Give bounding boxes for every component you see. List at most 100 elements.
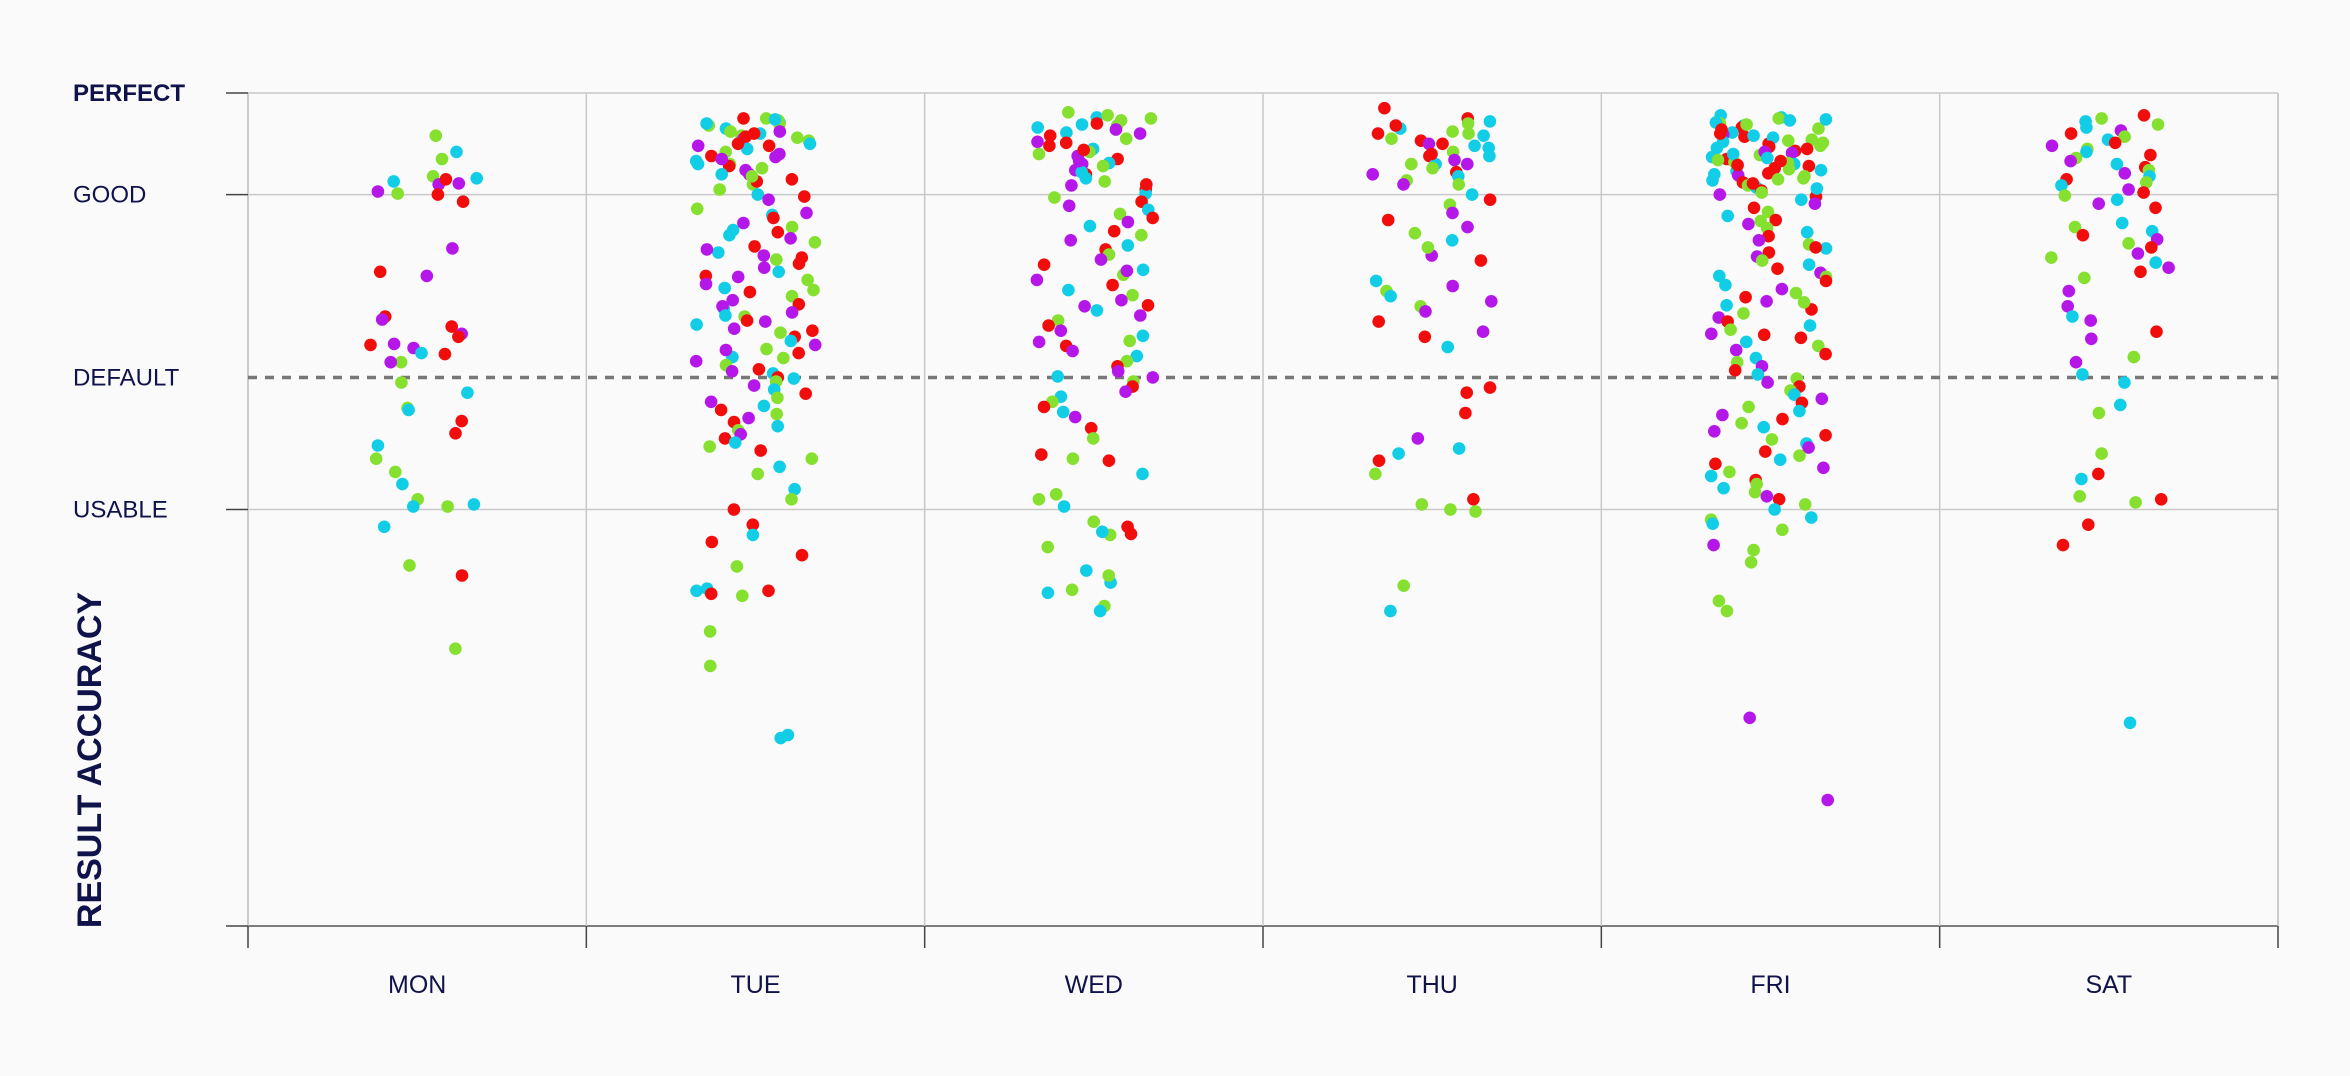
data-point (1705, 327, 1718, 341)
data-point (1056, 405, 1070, 419)
data-point (1802, 159, 1816, 173)
data-point (1476, 325, 1490, 339)
data-point (757, 249, 771, 262)
data-point (1776, 523, 1789, 537)
data-point (391, 187, 405, 200)
data-point (1065, 179, 1078, 192)
data-point (746, 528, 760, 542)
data-point (1776, 412, 1789, 426)
data-point (1468, 139, 1481, 153)
data-point (1751, 368, 1765, 381)
data-point (1477, 129, 1490, 142)
data-point (1706, 517, 1719, 530)
data-point (1136, 467, 1149, 481)
data-point (1724, 323, 1737, 337)
data-point (1372, 454, 1386, 468)
data-point (1755, 254, 1769, 267)
data-point (438, 347, 452, 361)
data-point (773, 460, 786, 474)
data-point (1709, 457, 1722, 471)
data-point (1109, 123, 1123, 136)
data-point (1708, 425, 1721, 438)
data-point (1096, 525, 1109, 539)
data-point (784, 334, 798, 348)
data-point (2064, 154, 2077, 168)
data-point (1426, 161, 1439, 175)
data-point (792, 346, 805, 360)
data-point (1136, 329, 1150, 343)
data-point (704, 587, 718, 601)
data-point (742, 411, 755, 425)
data-point (1381, 213, 1395, 227)
data-point (1032, 147, 1046, 161)
data-point (1735, 416, 1748, 430)
data-point (1101, 109, 1114, 122)
data-point (1461, 117, 1475, 130)
data-point (429, 129, 443, 142)
data-point (730, 560, 744, 573)
data-point (470, 172, 484, 185)
data-point (1384, 289, 1397, 303)
data-point (1448, 153, 1461, 167)
data-point (2123, 716, 2137, 730)
data-point (1815, 392, 1829, 406)
data-point (1483, 149, 1496, 163)
data-point (1789, 286, 1803, 300)
data-point (1048, 191, 1061, 204)
data-point (1783, 114, 1797, 127)
data-point (1721, 209, 1734, 223)
data-point (467, 498, 481, 511)
data-point (1030, 273, 1044, 287)
data-point (736, 589, 749, 603)
data-point (760, 342, 773, 356)
data-point (1737, 307, 1750, 320)
data-point (1772, 112, 1785, 125)
data-point (2127, 350, 2141, 364)
data-point (1793, 449, 1806, 463)
data-point (1037, 258, 1051, 272)
data-point (1054, 324, 1068, 338)
data-point (2154, 493, 2168, 506)
data-point (1739, 290, 1752, 304)
data-point (785, 220, 799, 234)
data-point (2149, 201, 2162, 215)
data-point (1397, 579, 1410, 592)
data-point (770, 253, 783, 266)
data-point (704, 659, 717, 673)
data-point (2115, 216, 2129, 230)
data-point (1102, 569, 1115, 582)
data-point (773, 125, 787, 138)
data-point (1121, 239, 1135, 252)
data-point (1037, 400, 1051, 414)
data-point (1747, 543, 1760, 557)
data-point (1035, 448, 1048, 461)
data-point (1446, 279, 1459, 293)
data-point (1120, 264, 1134, 278)
data-point (402, 403, 415, 417)
data-point (1713, 188, 1727, 201)
data-point (1066, 452, 1080, 466)
data-point (785, 306, 799, 319)
data-point (2092, 197, 2105, 210)
data-point (759, 315, 772, 328)
data-point (1405, 157, 1418, 171)
data-point (1425, 147, 1438, 161)
data-point (737, 112, 750, 125)
data-point (1729, 343, 1743, 357)
data-point (1798, 498, 1812, 511)
data-point (713, 183, 726, 196)
data-point (700, 243, 714, 256)
data-point (2118, 130, 2131, 143)
data-point (1821, 793, 1834, 807)
data-point (1146, 371, 1160, 384)
data-point (1769, 213, 1782, 227)
data-point (2085, 332, 2098, 346)
data-point (2055, 179, 2068, 192)
data-point (1366, 168, 1379, 181)
data-point (1090, 304, 1104, 317)
data-point (1723, 465, 1736, 479)
data-point (748, 240, 761, 253)
data-point (1720, 604, 1734, 618)
data-point (1115, 293, 1128, 307)
data-point (718, 281, 731, 295)
